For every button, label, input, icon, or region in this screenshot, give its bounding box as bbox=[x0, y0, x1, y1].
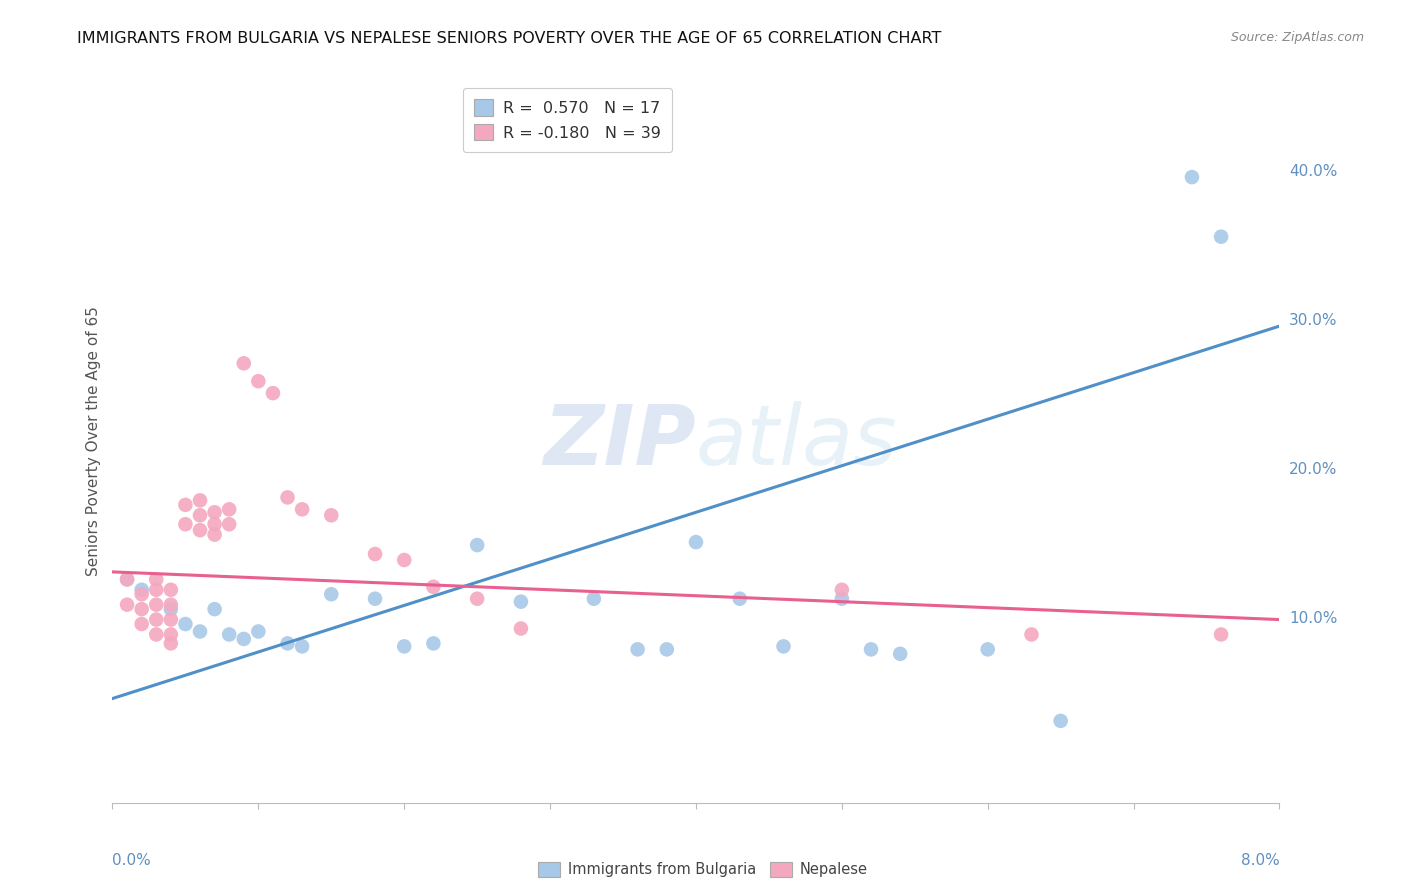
Point bbox=[831, 582, 853, 597]
Point bbox=[247, 374, 270, 388]
Legend: R =  0.570   N = 17, R = -0.180   N = 39: R = 0.570 N = 17, R = -0.180 N = 39 bbox=[463, 88, 672, 152]
Text: atlas: atlas bbox=[696, 401, 897, 482]
Text: IMMIGRANTS FROM BULGARIA VS NEPALESE SENIORS POVERTY OVER THE AGE OF 65 CORRELAT: IMMIGRANTS FROM BULGARIA VS NEPALESE SEN… bbox=[77, 31, 942, 46]
Point bbox=[145, 572, 167, 586]
Point bbox=[291, 640, 314, 654]
Point bbox=[131, 602, 153, 616]
Point bbox=[232, 356, 254, 370]
Point bbox=[394, 553, 416, 567]
Point bbox=[188, 493, 211, 508]
Point bbox=[262, 386, 284, 401]
Point bbox=[204, 602, 226, 616]
Point bbox=[465, 591, 488, 606]
Point bbox=[188, 508, 211, 523]
Point bbox=[831, 591, 853, 606]
Point bbox=[188, 624, 211, 639]
Point bbox=[394, 640, 416, 654]
Point bbox=[364, 547, 387, 561]
Point bbox=[160, 613, 183, 627]
Point bbox=[160, 627, 183, 641]
Point bbox=[232, 632, 254, 646]
Point bbox=[145, 613, 167, 627]
Point bbox=[115, 598, 138, 612]
Point bbox=[655, 642, 678, 657]
Point bbox=[465, 538, 488, 552]
Point bbox=[174, 498, 197, 512]
Point bbox=[145, 598, 167, 612]
Point bbox=[145, 582, 167, 597]
Point bbox=[160, 582, 183, 597]
Point bbox=[1211, 229, 1233, 244]
Point bbox=[1181, 170, 1204, 185]
Point bbox=[115, 572, 138, 586]
Point bbox=[218, 517, 240, 532]
Text: 0.570: 0.570 bbox=[555, 107, 600, 121]
Point bbox=[160, 598, 183, 612]
Point bbox=[160, 602, 183, 616]
Point bbox=[160, 636, 183, 650]
Text: -0.180: -0.180 bbox=[555, 137, 606, 153]
Point bbox=[728, 591, 751, 606]
Point bbox=[145, 627, 167, 641]
Y-axis label: Seniors Poverty Over the Age of 65: Seniors Poverty Over the Age of 65 bbox=[86, 307, 101, 576]
Point bbox=[188, 523, 211, 537]
Point bbox=[174, 517, 197, 532]
Point bbox=[422, 636, 444, 650]
Point bbox=[772, 640, 794, 654]
Text: Source: ZipAtlas.com: Source: ZipAtlas.com bbox=[1230, 31, 1364, 45]
Point bbox=[859, 642, 883, 657]
Point bbox=[174, 617, 197, 632]
Point bbox=[509, 622, 531, 636]
Point bbox=[1049, 714, 1071, 728]
Text: ZIP: ZIP bbox=[543, 401, 696, 482]
Point bbox=[131, 617, 153, 632]
Point bbox=[685, 535, 707, 549]
Point bbox=[218, 627, 240, 641]
Point bbox=[509, 595, 531, 609]
Point bbox=[364, 591, 387, 606]
Point bbox=[276, 636, 298, 650]
Point bbox=[204, 505, 226, 519]
Legend: Immigrants from Bulgaria, Nepalese: Immigrants from Bulgaria, Nepalese bbox=[531, 855, 875, 885]
Point bbox=[276, 491, 298, 505]
Point bbox=[131, 582, 153, 597]
Point bbox=[247, 624, 270, 639]
Point bbox=[115, 572, 138, 586]
Point bbox=[1021, 627, 1043, 641]
Point bbox=[291, 502, 314, 516]
Point bbox=[218, 502, 240, 516]
Text: 8.0%: 8.0% bbox=[1240, 854, 1279, 869]
Point bbox=[889, 647, 911, 661]
Point bbox=[976, 642, 998, 657]
Point bbox=[204, 517, 226, 532]
Point bbox=[204, 527, 226, 541]
Point bbox=[131, 587, 153, 601]
Point bbox=[321, 508, 343, 523]
Point bbox=[582, 591, 605, 606]
Text: 0.0%: 0.0% bbox=[112, 854, 152, 869]
Point bbox=[321, 587, 343, 601]
Point bbox=[627, 642, 650, 657]
Point bbox=[422, 580, 444, 594]
Point bbox=[1211, 627, 1233, 641]
